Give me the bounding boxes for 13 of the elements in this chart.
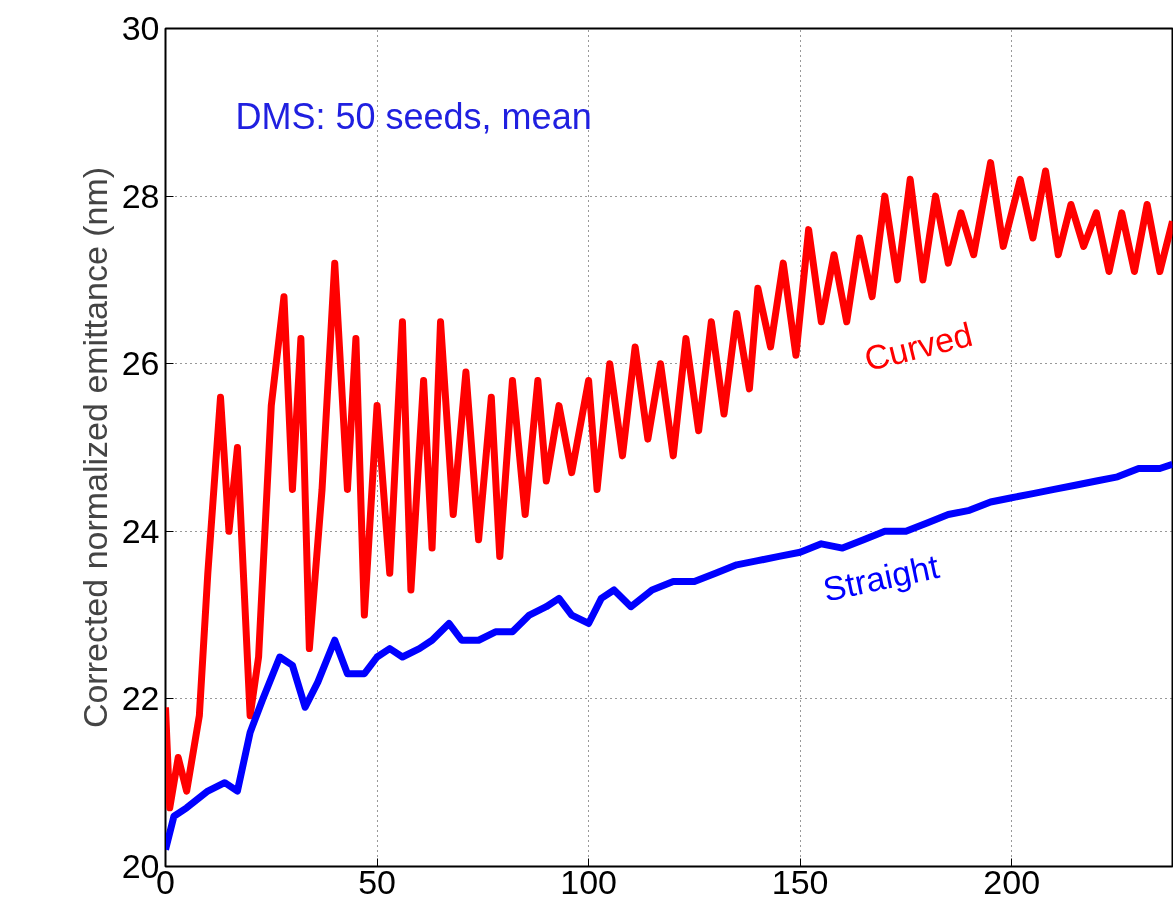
y-tick-label: 30 [121, 9, 160, 47]
y-tick-label: 22 [121, 679, 160, 718]
y-tick-label: 24 [121, 511, 160, 550]
x-tick-label: 150 [771, 862, 829, 901]
y-tick-label: 26 [121, 344, 160, 383]
text: Curved [860, 314, 977, 379]
y-tick-label: 28 [121, 176, 160, 215]
x-tick-label: 100 [560, 862, 617, 901]
text: Straight [819, 546, 943, 609]
y-axis-title: Corrected normalized emittance (nm) [75, 166, 114, 729]
x-tick-label: 50 [358, 862, 396, 901]
annotation: DMS: 50 seeds, mean [235, 95, 592, 137]
x-tick-label: 200 [983, 862, 1041, 901]
